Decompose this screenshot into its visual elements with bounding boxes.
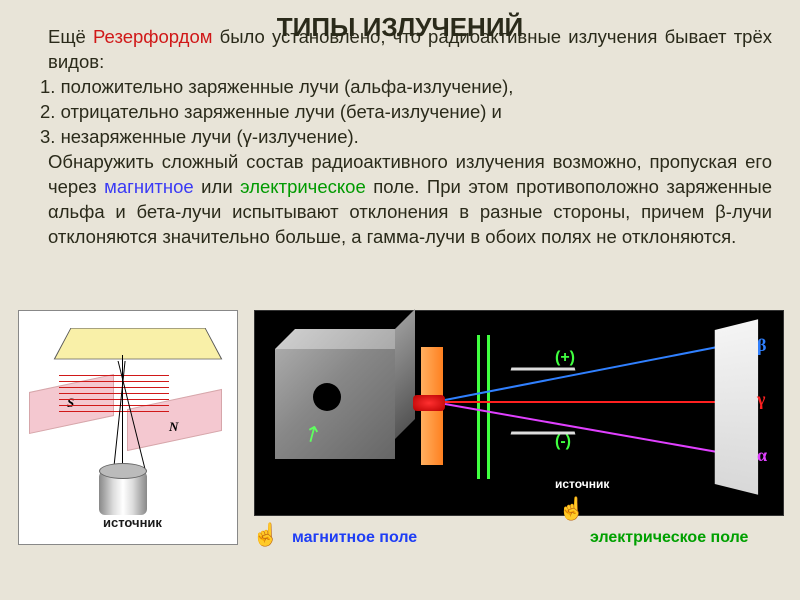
- label-magnetic-field: магнитное поле: [292, 528, 417, 547]
- detection-screen: [715, 319, 758, 495]
- intro-before: Ещё: [48, 26, 93, 47]
- source-hole: [313, 383, 341, 411]
- intro-paragraph: Ещё Резерфордом было установлено, что ра…: [20, 25, 772, 75]
- label-minus: (-): [555, 433, 571, 451]
- label-gamma: γ: [757, 389, 765, 410]
- detection-plane: [54, 328, 223, 359]
- word-magnetic: магнитное: [104, 176, 194, 197]
- list-item-beta: 2. отрицательно заряженные лучи (бета-из…: [40, 100, 772, 125]
- magnetic-field-diagram: S N источник: [18, 310, 238, 545]
- radiation-types-list: 1. положительно заряженные лучи (альфа-и…: [20, 75, 772, 150]
- label-n: N: [169, 419, 178, 435]
- label-source-right: источник: [555, 477, 609, 491]
- gamma-ray: [445, 401, 735, 403]
- label-electric-field: электрическое поле: [590, 528, 748, 547]
- slide-text: Ещё Резерфордом было установлено, что ра…: [0, 25, 800, 250]
- pointer-hand-icon: ☝️: [252, 522, 279, 548]
- electric-field-diagram: ↗ источник (+) (-) β γ α: [254, 310, 784, 516]
- list-item-gamma: 3. незаряженные лучи (γ-излучение).: [40, 125, 772, 150]
- para-or: или: [194, 176, 241, 197]
- source-cylinder-top: [99, 463, 147, 479]
- green-bar-2: [487, 335, 490, 479]
- green-bar-1: [477, 335, 480, 479]
- pointer-hand-icon: ☝️: [558, 496, 585, 522]
- word-electric: электрическое: [240, 176, 366, 197]
- label-alpha: α: [757, 445, 767, 466]
- diagrams-area: S N источник ↗ источник (+) (-): [0, 310, 800, 600]
- explanation-paragraph: Обнаружить сложный состав радиоактивного…: [20, 150, 772, 250]
- label-source-left: источник: [103, 515, 162, 530]
- list-item-alpha: 1. положительно заряженные лучи (альфа-и…: [40, 75, 772, 100]
- beam-exit: [413, 395, 445, 411]
- lead-box-side: [395, 309, 415, 439]
- label-plus: (+): [555, 349, 575, 367]
- lead-box-top: [275, 329, 415, 349]
- rutherford-name: Резерфордом: [93, 26, 212, 47]
- plate-positive: [511, 367, 576, 370]
- label-beta: β: [757, 335, 766, 356]
